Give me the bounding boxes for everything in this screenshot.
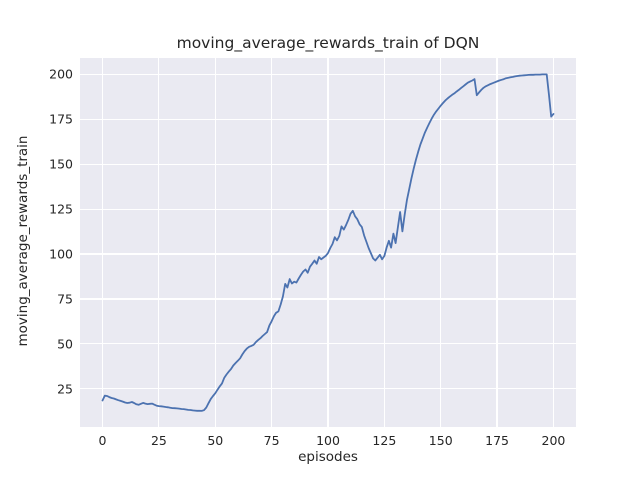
- gridline-horizontal: [80, 298, 576, 300]
- x-tick-label: 150: [428, 433, 453, 449]
- y-tick-label: 25: [57, 381, 73, 397]
- gridline-vertical: [101, 57, 104, 428]
- gridline-vertical: [158, 57, 160, 428]
- y-tick-label: 175: [49, 111, 73, 127]
- y-tick-label: 125: [49, 201, 73, 217]
- y-tick-label: 100: [49, 246, 73, 262]
- x-tick-label: 50: [207, 433, 224, 449]
- gridline-horizontal: [80, 73, 576, 75]
- x-tick-label: 25: [150, 433, 167, 449]
- gridline-vertical: [271, 57, 273, 428]
- x-tick-label: 175: [485, 433, 510, 449]
- y-tick-label: 150: [49, 156, 73, 172]
- gridline-horizontal: [80, 343, 576, 345]
- gridline-horizontal: [80, 208, 576, 210]
- y-tick-label: 75: [57, 291, 73, 307]
- gridline-vertical: [327, 57, 329, 428]
- x-tick-label: 100: [316, 433, 340, 449]
- y-tick-label: 200: [49, 66, 73, 82]
- x-axis-label: episodes: [298, 449, 358, 466]
- gridline-vertical: [214, 57, 216, 428]
- y-tick-label: 50: [57, 336, 73, 352]
- gridline-vertical: [383, 57, 385, 428]
- x-tick-label: 0: [98, 433, 107, 449]
- gridline-horizontal: [80, 118, 576, 120]
- y-axis-label: moving_average_rewards_train: [15, 135, 31, 347]
- plot-area: [80, 57, 576, 428]
- gridline-horizontal: [80, 388, 576, 390]
- x-tick-label: 125: [372, 433, 397, 449]
- gridline-vertical: [496, 57, 498, 428]
- chart-title: moving_average_rewards_train of DQN: [176, 34, 480, 52]
- gridline-vertical: [440, 57, 442, 428]
- x-tick-label: 75: [263, 433, 280, 449]
- x-tick-label: 200: [541, 433, 566, 449]
- gridline-vertical: [552, 57, 555, 428]
- gridline-horizontal: [80, 163, 576, 165]
- gridline-horizontal: [80, 253, 576, 255]
